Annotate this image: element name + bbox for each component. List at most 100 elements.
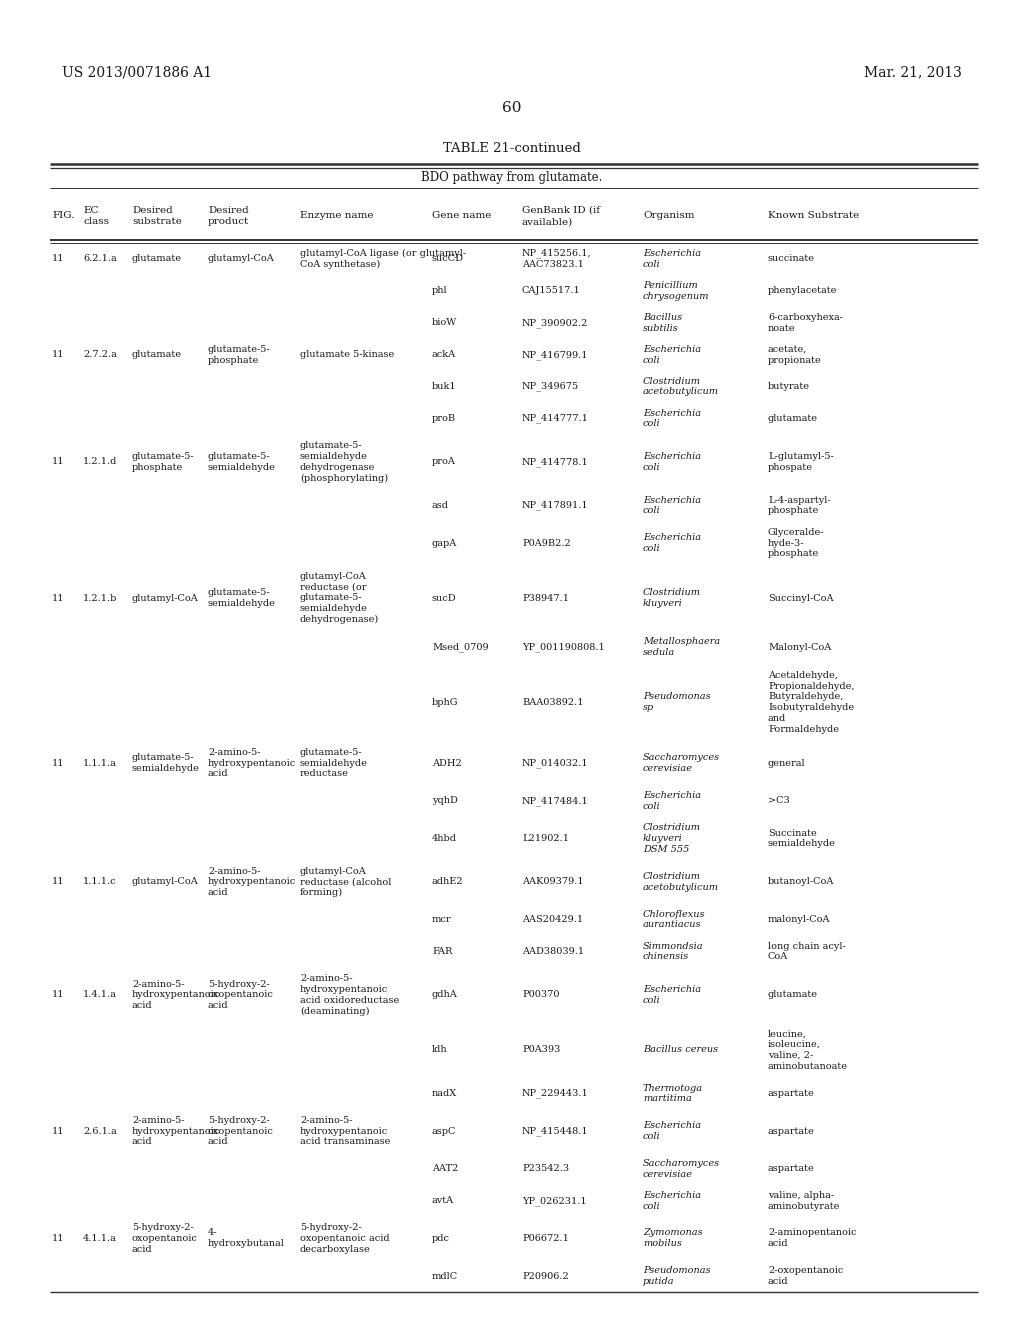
Text: glutamate-5-
semialdehyde
dehydrogenase
(phosphorylating): glutamate-5- semialdehyde dehydrogenase … [300,441,388,483]
Text: P0A393: P0A393 [522,1045,560,1055]
Text: 6-carboxyhexa-
noate: 6-carboxyhexa- noate [768,313,843,333]
Text: glutamate-5-
semialdehyde: glutamate-5- semialdehyde [208,589,275,609]
Text: 11: 11 [52,350,65,359]
Text: YP_001190808.1: YP_001190808.1 [522,643,605,652]
Text: acetate,
propionate: acetate, propionate [768,345,821,364]
Text: P00370: P00370 [522,990,559,999]
Text: buk1: buk1 [432,381,457,391]
Text: L-4-aspartyl-
phosphate: L-4-aspartyl- phosphate [768,495,830,515]
Text: glutamate-5-
phosphate: glutamate-5- phosphate [208,345,270,364]
Text: 11: 11 [52,1126,65,1135]
Text: CAJ15517.1: CAJ15517.1 [522,286,581,296]
Text: AAD38039.1: AAD38039.1 [522,946,584,956]
Text: 4-
hydroxybutanal: 4- hydroxybutanal [208,1229,285,1249]
Text: gapA: gapA [432,539,458,548]
Text: L21902.1: L21902.1 [522,834,569,843]
Text: aspartate: aspartate [768,1164,815,1173]
Text: long chain acyl-
CoA: long chain acyl- CoA [768,941,846,961]
Text: Known Substrate: Known Substrate [768,211,859,220]
Text: phenylacetate: phenylacetate [768,286,838,296]
Text: Mar. 21, 2013: Mar. 21, 2013 [864,65,962,79]
Text: adhE2: adhE2 [432,878,464,887]
Text: FIG.: FIG. [52,211,75,220]
Text: Escherichia
coli: Escherichia coli [643,791,701,810]
Text: NP_415448.1: NP_415448.1 [522,1126,589,1137]
Text: Zymomonas
mobilus: Zymomonas mobilus [643,1229,702,1249]
Text: BAA03892.1: BAA03892.1 [522,698,584,706]
Text: Escherichia
coli: Escherichia coli [643,985,701,1005]
Text: Acetaldehyde,
Propionaldehyde,
Butyraldehyde,
Isobutyraldehyde
and
Formaldehyde: Acetaldehyde, Propionaldehyde, Butyralde… [768,671,854,734]
Text: Succinyl-CoA: Succinyl-CoA [768,594,834,602]
Text: TABLE 21-continued: TABLE 21-continued [443,141,581,154]
Text: BDO pathway from glutamate.: BDO pathway from glutamate. [421,172,603,185]
Text: glutamate: glutamate [768,990,818,999]
Text: NP_417891.1: NP_417891.1 [522,500,589,511]
Text: yqhD: yqhD [432,796,458,805]
Text: Penicillium
chrysogenum: Penicillium chrysogenum [643,281,710,301]
Text: bioW: bioW [432,318,458,327]
Text: 11: 11 [52,594,65,602]
Text: FAR: FAR [432,946,453,956]
Text: 11: 11 [52,1234,65,1243]
Text: glutamyl-CoA: glutamyl-CoA [208,255,274,264]
Text: AAS20429.1: AAS20429.1 [522,915,583,924]
Text: pdc: pdc [432,1234,450,1243]
Text: butanoyl-CoA: butanoyl-CoA [768,878,835,887]
Text: butyrate: butyrate [768,381,810,391]
Text: 5-hydroxy-2-
oxopentanoic
acid: 5-hydroxy-2- oxopentanoic acid [132,1224,198,1254]
Text: 1.4.1.a: 1.4.1.a [83,990,117,999]
Text: NP_416799.1: NP_416799.1 [522,350,589,359]
Text: aspC: aspC [432,1126,457,1135]
Text: glutamyl-CoA
reductase (or
glutamate-5-
semialdehyde
dehydrogenase): glutamyl-CoA reductase (or glutamate-5- … [300,572,379,624]
Text: P20906.2: P20906.2 [522,1271,568,1280]
Text: Malonyl-CoA: Malonyl-CoA [768,643,831,652]
Text: Escherichia
coli: Escherichia coli [643,533,701,553]
Text: glutamate-5-
phosphate: glutamate-5- phosphate [132,451,195,471]
Text: valine, alpha-
aminobutyrate: valine, alpha- aminobutyrate [768,1191,841,1210]
Text: 2-amino-5-
hydroxypentanoic
acid transaminase: 2-amino-5- hydroxypentanoic acid transam… [300,1115,390,1146]
Text: 5-hydroxy-2-
oxopentanoic acid
decarboxylase: 5-hydroxy-2- oxopentanoic acid decarboxy… [300,1224,389,1254]
Text: glutamate-5-
semialdehyde
reductase: glutamate-5- semialdehyde reductase [300,748,368,779]
Text: 2-aminopentanoic
acid: 2-aminopentanoic acid [768,1229,856,1249]
Text: 5-hydroxy-2-
oxopentanoic
acid: 5-hydroxy-2- oxopentanoic acid [208,979,273,1010]
Text: Desired
substrate: Desired substrate [132,206,182,226]
Text: 6.2.1.a: 6.2.1.a [83,255,117,264]
Text: 1.2.1.d: 1.2.1.d [83,458,118,466]
Text: glutamate-5-
semialdehyde: glutamate-5- semialdehyde [208,451,275,471]
Text: L-glutamyl-5-
phospate: L-glutamyl-5- phospate [768,451,834,471]
Text: P38947.1: P38947.1 [522,594,569,602]
Text: proB: proB [432,414,456,422]
Text: 60: 60 [502,102,522,115]
Text: leucine,
isoleucine,
valine, 2-
aminobutanoate: leucine, isoleucine, valine, 2- aminobut… [768,1030,848,1071]
Text: Escherichia
coli: Escherichia coli [643,409,701,429]
Text: glutamate: glutamate [132,350,182,359]
Text: glutamate: glutamate [132,255,182,264]
Text: Chloroflexus
aurantiacus: Chloroflexus aurantiacus [643,909,706,929]
Text: 11: 11 [52,878,65,887]
Text: bphG: bphG [432,698,459,706]
Text: >C3: >C3 [768,796,790,805]
Text: Thermotoga
martitima: Thermotoga martitima [643,1084,703,1104]
Text: glutamate: glutamate [768,414,818,422]
Text: gdhA: gdhA [432,990,458,999]
Text: ADH2: ADH2 [432,759,462,768]
Text: ldh: ldh [432,1045,447,1055]
Text: Pseudomonas
sp: Pseudomonas sp [643,693,711,713]
Text: glutamate-5-
semialdehyde: glutamate-5- semialdehyde [132,754,200,774]
Text: NP_414777.1: NP_414777.1 [522,413,589,424]
Text: glutamyl-CoA: glutamyl-CoA [132,878,199,887]
Text: mcr: mcr [432,915,452,924]
Text: proA: proA [432,458,456,466]
Text: Escherichia
coli: Escherichia coli [643,495,701,515]
Text: Bacillus
subtilis: Bacillus subtilis [643,313,682,333]
Text: NP_417484.1: NP_417484.1 [522,796,589,805]
Text: glutamyl-CoA: glutamyl-CoA [132,594,199,602]
Text: NP_390902.2: NP_390902.2 [522,318,589,327]
Text: general: general [768,759,806,768]
Text: 2-amino-5-
hydroxypentanoic
acid: 2-amino-5- hydroxypentanoic acid [208,748,296,779]
Text: 2-amino-5-
hydroxypentanoic
acid: 2-amino-5- hydroxypentanoic acid [132,979,220,1010]
Text: Glyceralde-
hyde-3-
phosphate: Glyceralde- hyde-3- phosphate [768,528,824,558]
Text: mdlC: mdlC [432,1271,458,1280]
Text: YP_026231.1: YP_026231.1 [522,1196,587,1205]
Text: 2-amino-5-
hydroxypentanoic
acid oxidoreductase
(deaminating): 2-amino-5- hydroxypentanoic acid oxidore… [300,974,399,1015]
